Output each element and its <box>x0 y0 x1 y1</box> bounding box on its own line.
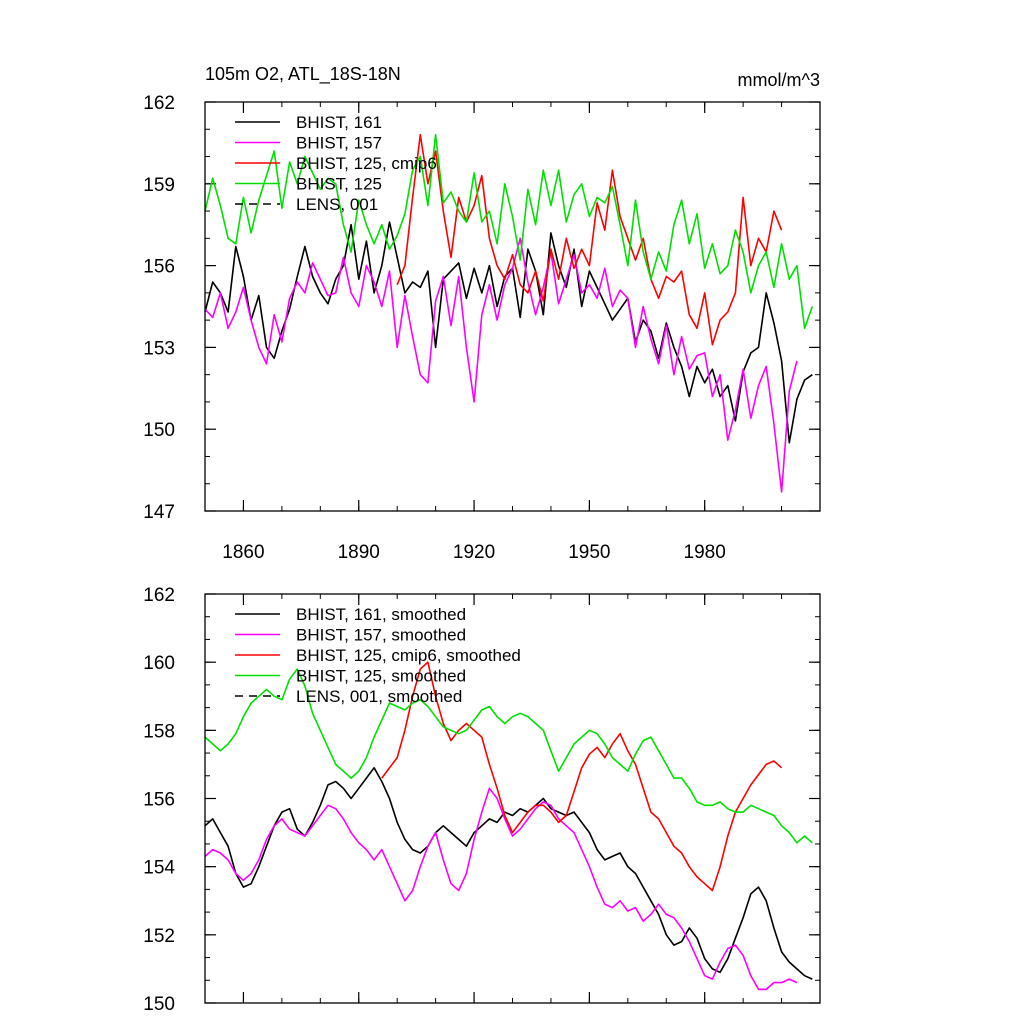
y-tick-label: 153 <box>143 338 175 359</box>
legend-label: LENS, 001 <box>296 195 378 214</box>
legend-label: BHIST, 157, smoothed <box>296 626 466 645</box>
legend-label: BHIST, 161 <box>296 113 382 132</box>
legend-label: BHIST, 157 <box>296 134 382 153</box>
series-line-3 <box>396 133 783 346</box>
y-tick-label: 162 <box>143 93 175 114</box>
x-tick-label: 1980 <box>684 542 726 563</box>
y-tick-label: 152 <box>143 926 175 947</box>
series-line-1 <box>204 766 813 980</box>
series-line-2 <box>204 237 798 493</box>
chart-title: 105m O2, ATL_18S-18N <box>205 64 401 85</box>
x-tick-label: 1950 <box>568 542 610 563</box>
series-line-4 <box>204 668 813 844</box>
plot-panel-1: 1860 1890 1920 1950 1980 147 150 153 156 159 162 BH… <box>143 64 821 563</box>
y-tick-label: 158 <box>143 721 175 742</box>
legend-label: BHIST, 161, smoothed <box>296 605 466 624</box>
plot-frame <box>204 101 821 512</box>
units-label: mmol/m^3 <box>738 70 820 90</box>
legend-label: BHIST, 125, cmip6, smoothed <box>296 646 521 665</box>
legend-label: BHIST, 125 <box>296 175 382 194</box>
series-line-1 <box>204 221 813 444</box>
y-tick-label: 150 <box>143 994 175 1015</box>
series-line-3 <box>381 661 783 892</box>
x-tick-label: 1890 <box>338 542 380 563</box>
x-tick-label: 1920 <box>453 542 495 563</box>
y-tick-label: 147 <box>143 502 175 523</box>
y-tick-label: 162 <box>143 585 175 606</box>
y-tick-label: 156 <box>143 790 175 811</box>
x-tick-label: 1860 <box>222 542 264 563</box>
legend-label: BHIST, 125, cmip6 <box>296 154 437 173</box>
plot-frame <box>204 593 821 1004</box>
plot-panel-2: 150 152 154 156 158 160 162 BHIST, 161, smoothe… <box>143 585 821 1015</box>
y-tick-label: 159 <box>143 175 175 196</box>
series-line-4 <box>204 133 814 330</box>
legend-label: BHIST, 125, smoothed <box>296 667 466 686</box>
y-tick-label: 154 <box>143 858 175 879</box>
y-tick-label: 156 <box>143 257 175 278</box>
series-line-2 <box>204 787 798 991</box>
legend-label: LENS, 001, smoothed <box>296 687 462 706</box>
y-tick-label: 160 <box>143 653 175 674</box>
y-tick-label: 150 <box>143 420 175 441</box>
